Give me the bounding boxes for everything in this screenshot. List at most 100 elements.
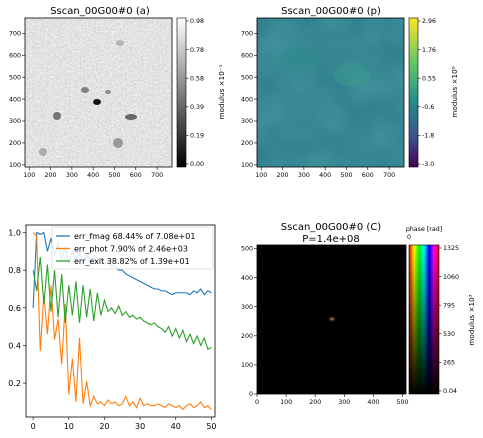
panel-a-axes: 100 200 300 400 500 600 700 100 200 300 400 500 600 7… xyxy=(9,31,163,179)
colorbar-tick-label: 0.78 xyxy=(190,47,204,54)
x-tick-label: 300 xyxy=(298,172,310,179)
colorbar-tick-label: 0.04 xyxy=(443,388,457,395)
y-tick-label: 600 xyxy=(9,52,21,59)
x-tick-label: 200 xyxy=(277,172,289,179)
colorbar-tick-label: 795 xyxy=(443,302,455,309)
x-tick-label: 500 xyxy=(340,172,352,179)
panel-p-colorbar xyxy=(408,17,419,168)
y-tick-label: 400 xyxy=(241,96,253,103)
colorbar-tick-label: 0.58 xyxy=(190,75,204,82)
colorbar-tick-label: 0.19 xyxy=(190,133,204,140)
colorbar-tick-label: 0.00 xyxy=(190,161,204,168)
y-tick-label: 300 xyxy=(9,118,21,125)
y-tick-label: 0.4 xyxy=(8,341,21,350)
x-tick-label: 0 xyxy=(31,422,36,431)
colorbar-tick-label: 1060 xyxy=(443,274,459,281)
panel-p-colorbar-label: modulus ×10⁰ xyxy=(450,66,459,117)
panel-a-colorbar-ticks: 0.98 0.78 0.58 0.39 0.19 0.00 xyxy=(186,18,204,168)
x-tick-label: 400 xyxy=(367,399,379,406)
panel-c-axes: 0 100 200 300 400 500 0 100 200 300 400 500 xyxy=(241,246,409,406)
panel-a-image xyxy=(25,18,172,167)
x-tick-label: 10 xyxy=(64,422,74,431)
panel-p-axes: 100 200 300 400 500 600 700 100 200 300 400 500 600 7… xyxy=(241,31,395,179)
series-line-2 xyxy=(32,256,212,351)
x-tick-label: 40 xyxy=(171,422,181,431)
y-tick-label: 0.8 xyxy=(8,266,21,275)
panel-a-title: Sscan_00G00#0 (a) xyxy=(50,6,150,17)
x-tick-label: 700 xyxy=(383,172,395,179)
x-tick-label: 100 xyxy=(23,172,35,179)
panel-error-plot: 0 10 20 30 40 50 1.0 0.8 0.6 0.4 0.2 err_fmag 68.4… xyxy=(8,224,217,431)
colorbar-tick-label: 530 xyxy=(443,331,455,338)
colorbar-tick-label: 1.76 xyxy=(422,47,436,54)
y-tick-label: 500 xyxy=(241,246,253,253)
x-tick-label: 200 xyxy=(309,399,321,406)
panel-a-colorbar-label: modulus ×10⁻¹ xyxy=(217,64,226,119)
legend-box xyxy=(51,226,214,270)
panel-c-phase-tick: 0 xyxy=(407,234,411,241)
y-tick-label: 0.2 xyxy=(8,379,21,388)
series-line-1 xyxy=(32,232,212,411)
panel-c-colorbar-label: modulus ×10³ xyxy=(467,294,476,345)
x-tick-label: 30 xyxy=(135,422,145,431)
y-tick-label: 400 xyxy=(9,96,21,103)
y-tick-label: 500 xyxy=(9,74,21,81)
panel-a: Sscan_00G00#0 (a) 100 200 300 400 500 600 7001… xyxy=(9,6,226,179)
x-tick-label: 300 xyxy=(338,399,350,406)
colorbar-tick-label: 265 xyxy=(443,360,455,367)
x-tick-label: 600 xyxy=(130,172,142,179)
legend-entry: err_exit 38.82% of 1.39e+01 xyxy=(74,257,190,266)
x-tick-label: 100 xyxy=(280,399,292,406)
panel-p-title: Sscan_00G00#0 (p) xyxy=(281,6,381,17)
y-tick-label: 100 xyxy=(9,162,21,169)
y-tick-label: 400 xyxy=(241,275,253,282)
x-tick-label: 700 xyxy=(151,172,163,179)
panel-p-colorbar-ticks: 2.96 1.76 0.55 -0.6 -1.8 -3.0 xyxy=(418,18,436,168)
colorbar-tick-label: -3.0 xyxy=(422,161,434,168)
x-tick-label: 50 xyxy=(206,422,216,431)
y-tick-label: 600 xyxy=(241,52,253,59)
x-tick-label: 300 xyxy=(66,172,78,179)
y-tick-label: 700 xyxy=(241,31,253,38)
colorbar-tick-label: -0.6 xyxy=(422,104,434,111)
y-tick-label: 100 xyxy=(241,162,253,169)
panel-c-title: Sscan_00G00#0 (C) xyxy=(281,222,382,233)
panel-c: Sscan_00G00#0 (C) P=1.4e+08 0 100 200 300 40… xyxy=(241,222,476,406)
colorbar-tick-label: 0.55 xyxy=(422,75,436,82)
legend-entry: err_phot 7.90% of 2.46e+03 xyxy=(74,244,188,253)
y-tick-label: 100 xyxy=(241,362,253,369)
colorbar-tick-label: 1325 xyxy=(443,245,459,252)
y-tick-label: 0 xyxy=(249,391,253,398)
x-tick-label: 500 xyxy=(396,399,408,406)
panel-c-probe-spot xyxy=(327,315,337,323)
x-tick-label: 400 xyxy=(319,172,331,179)
y-tick-label: 700 xyxy=(9,31,21,38)
colorbar-tick-label: -1.8 xyxy=(422,133,434,140)
y-tick-label: 500 xyxy=(241,74,253,81)
x-tick-label: 100 xyxy=(255,172,267,179)
panel-p: Sscan_00G00#0 (p) 100 200 300 400 500 600 7001… xyxy=(241,6,459,179)
panel-a-colorbar xyxy=(176,17,187,168)
x-tick-label: 400 xyxy=(87,172,99,179)
x-tick-label: 20 xyxy=(99,422,109,431)
panel-c-phase-label: phase [rad] xyxy=(406,226,442,233)
colorbar-tick-label: 0.39 xyxy=(190,104,204,111)
y-tick-label: 200 xyxy=(241,140,253,147)
x-tick-label: 500 xyxy=(108,172,120,179)
panel-c-subtitle: P=1.4e+08 xyxy=(302,234,360,245)
x-tick-label: 600 xyxy=(362,172,374,179)
y-tick-label: 1.0 xyxy=(8,229,21,238)
y-tick-label: 200 xyxy=(9,140,21,147)
x-tick-label: 200 xyxy=(45,172,57,179)
y-tick-label: 0.6 xyxy=(8,304,21,313)
error-plot-legend: err_fmag 68.44% of 7.08e+01 err_phot 7.90… xyxy=(51,226,214,270)
y-tick-label: 300 xyxy=(241,118,253,125)
colorbar-tick-label: 0.98 xyxy=(190,18,204,25)
panel-a-features xyxy=(39,40,137,156)
x-tick-label: 0 xyxy=(255,399,259,406)
error-plot-axes: 0 10 20 30 40 50 1.0 0.8 0.6 0.4 0.2 xyxy=(8,229,216,431)
legend-entry: err_fmag 68.44% of 7.08e+01 xyxy=(74,232,195,241)
y-tick-label: 300 xyxy=(241,304,253,311)
y-tick-label: 200 xyxy=(241,333,253,340)
